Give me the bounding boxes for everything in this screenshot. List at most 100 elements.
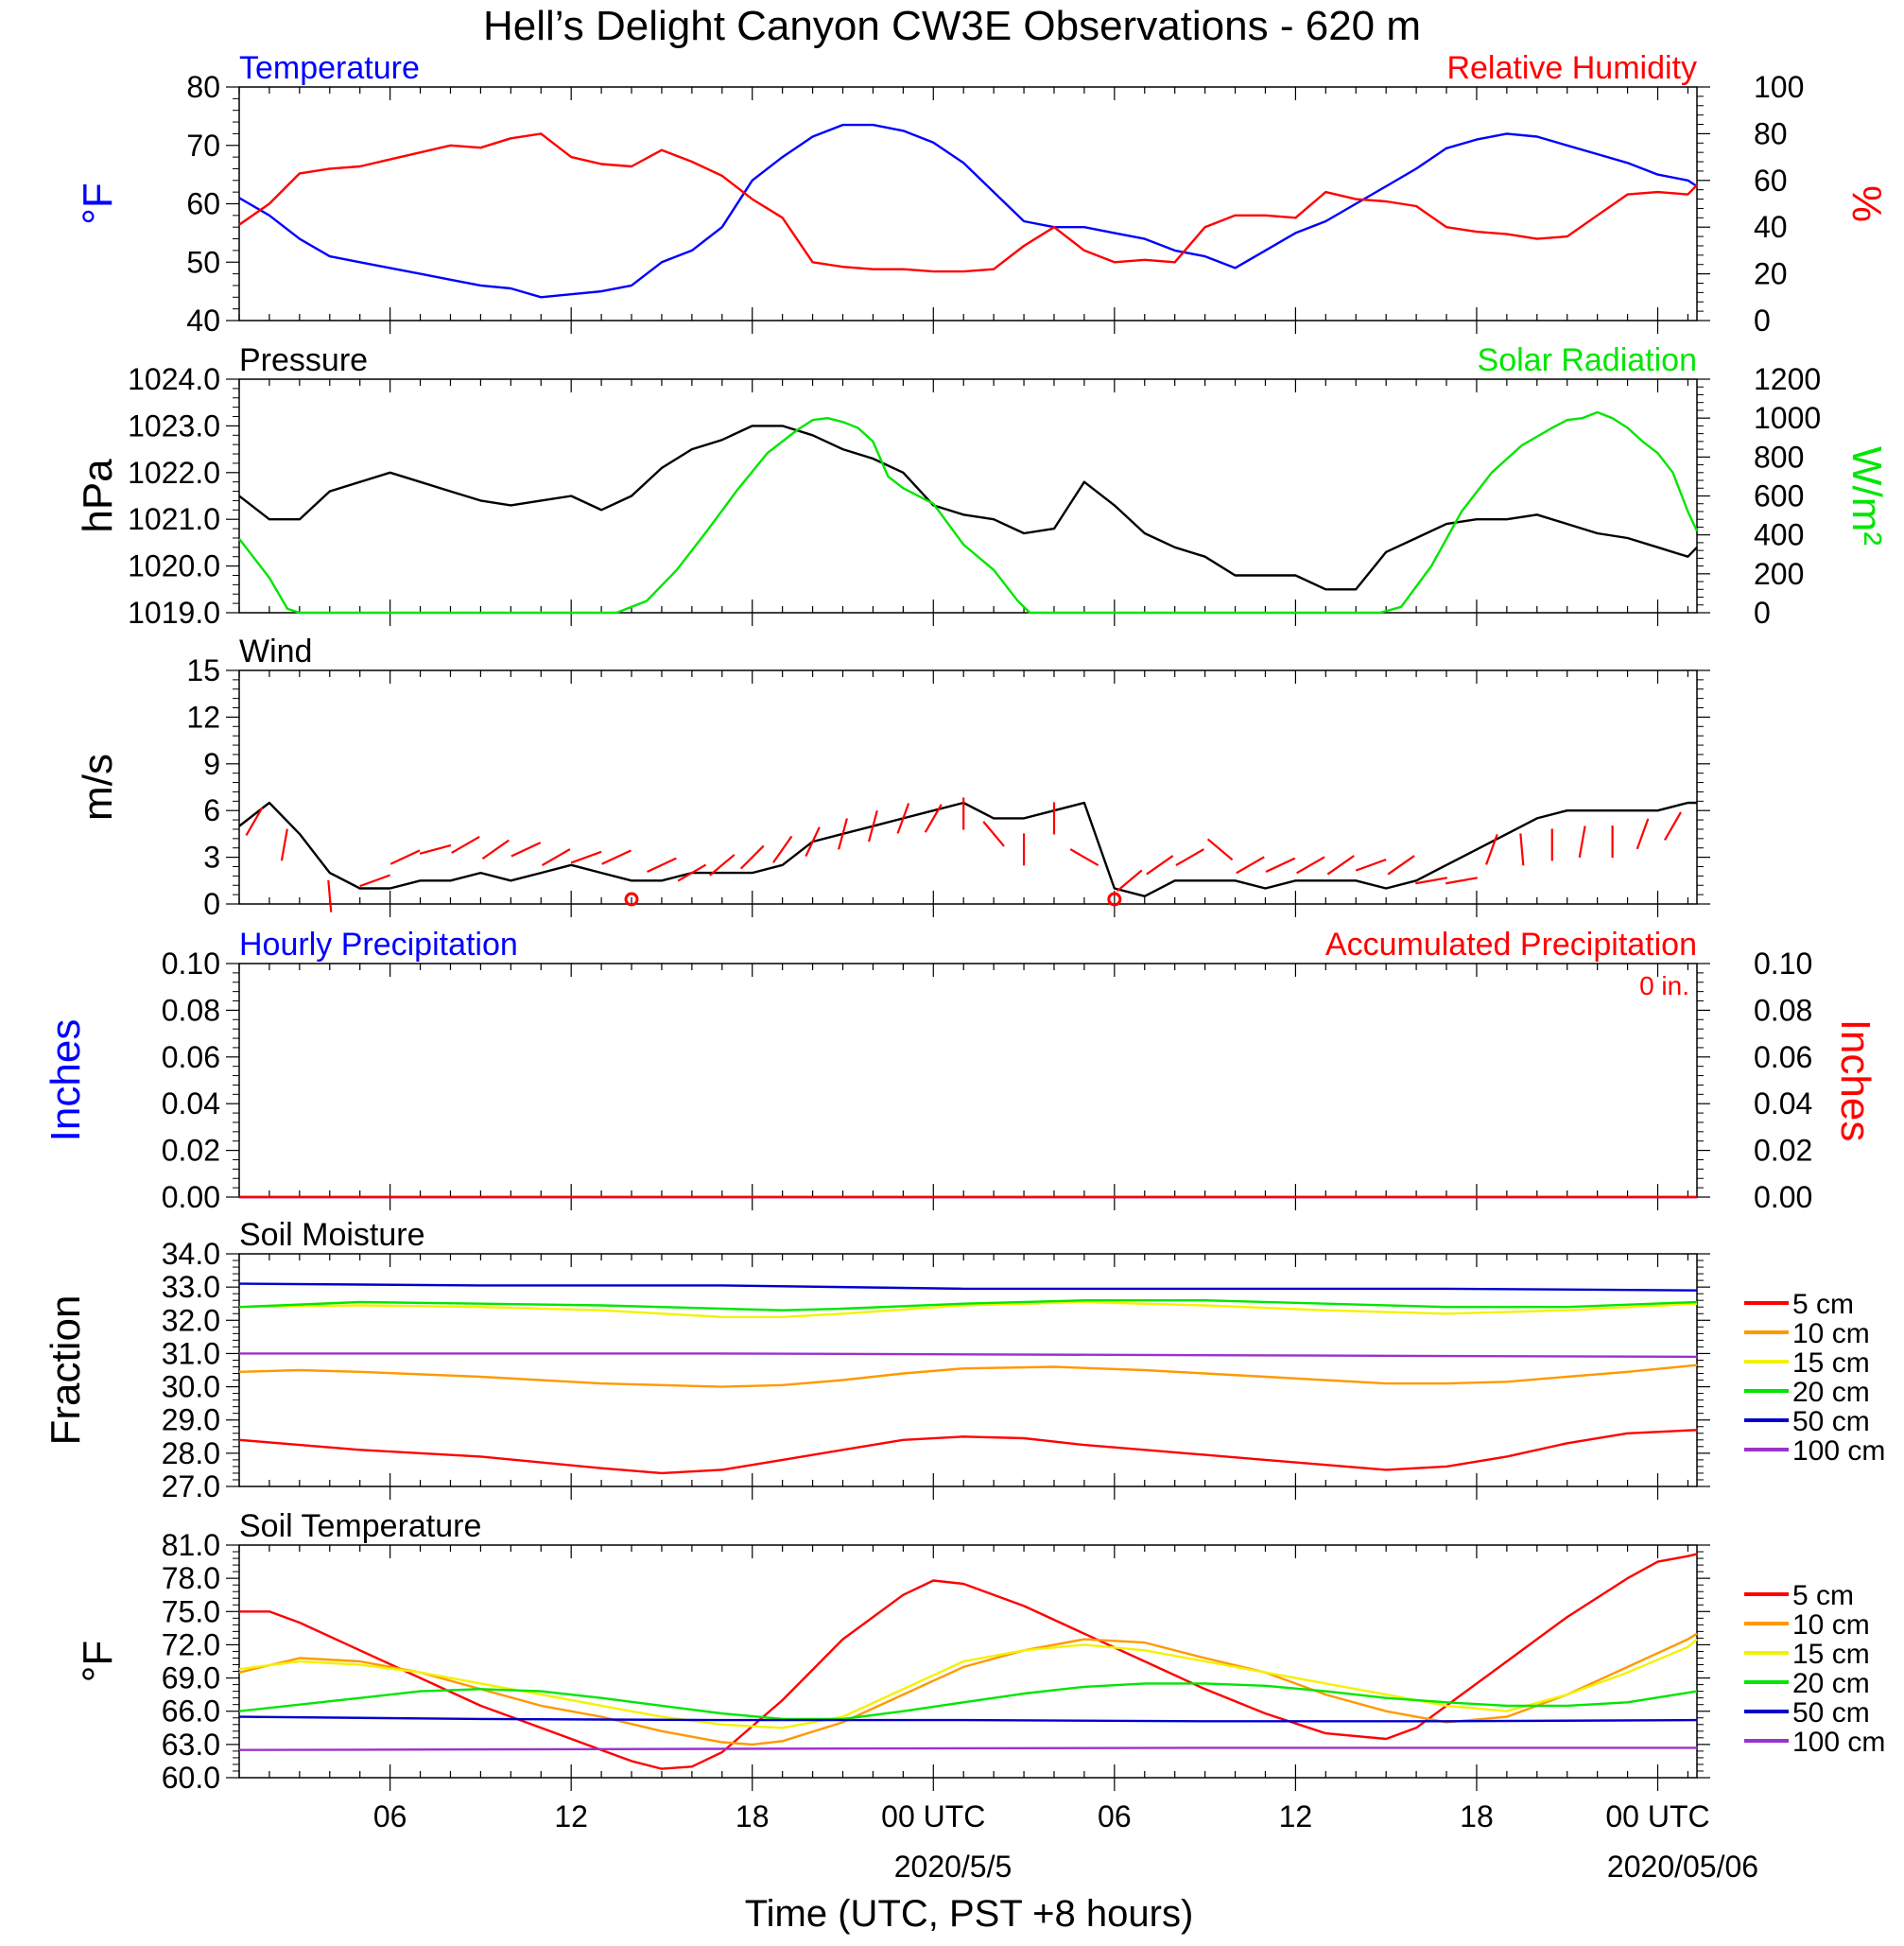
y-tick-label-left: 15 [186, 653, 220, 687]
wind-barb [245, 807, 264, 836]
wind-barb [1326, 855, 1355, 876]
legend-label: 20 cm [1792, 1668, 1870, 1699]
y-tick-label-left: 1022.0 [128, 456, 220, 490]
y-tick-label-left: 1020.0 [128, 549, 220, 583]
y-tick-label-left: 72.0 [162, 1627, 220, 1661]
wind-barb [570, 850, 602, 864]
series-line-20-cm [238, 1298, 1698, 1312]
series-line-100-cm [239, 1352, 1698, 1359]
y-tick-label-right: 800 [1754, 440, 1804, 474]
wind-barb [1175, 848, 1204, 867]
y-tick-label-right: 600 [1754, 479, 1804, 513]
y-tick-label-left: 69.0 [162, 1661, 220, 1695]
y-tick-label-left: 80 [186, 70, 220, 104]
y-tick-label-right: 1200 [1754, 362, 1821, 396]
series-line-50-cm [238, 1715, 1698, 1723]
y-tick-label-left: 66.0 [162, 1694, 220, 1729]
y-tick-label-left: 63.0 [162, 1728, 220, 1762]
y-tick-label-left: 0.06 [162, 1040, 220, 1074]
series-line-5-cm [239, 1553, 1698, 1770]
y-tick-label-left: 70 [186, 129, 220, 163]
series-line-temperature [238, 123, 1698, 299]
y-tick-label-right: 60 [1754, 164, 1788, 198]
wind-barb [1206, 838, 1234, 861]
panel-title-left: Soil Moisture [239, 1217, 425, 1253]
y-axis-label-right: % [1843, 185, 1890, 222]
plot-frame [238, 963, 1698, 1198]
x-tick-label: 00 UTC [1605, 1799, 1709, 1833]
wind-barb [1146, 855, 1174, 876]
panel-title-right: Solar Radiation [1478, 342, 1697, 378]
wind-barb [867, 809, 878, 843]
wind-barb [772, 835, 793, 863]
y-tick-label-left: 0.08 [162, 993, 220, 1027]
wind-barb [1664, 811, 1682, 841]
y-tick-label-right: 100 [1754, 70, 1804, 104]
wind-barb [896, 803, 910, 834]
x-tick-label: 00 UTC [881, 1799, 985, 1833]
series-line-solar-radiation [238, 410, 1699, 615]
panel-wind: 0 3 6 9 12 15 Wind m/s [75, 634, 1710, 921]
x-tick-label: 12 [1279, 1799, 1313, 1833]
date-label-1: 2020/5/5 [894, 1850, 1013, 1884]
wind-barb [359, 874, 391, 888]
wind-barb [389, 849, 421, 865]
y-axis-label-left: Inches [43, 1019, 89, 1142]
wind-barb [1355, 858, 1387, 872]
y-axis-label-left: hPa [75, 459, 121, 533]
wind-barb [1116, 869, 1143, 893]
series-line-10-cm [238, 1632, 1698, 1746]
y-axis-label-left: °F [75, 1641, 121, 1682]
y-tick-label-left: 81.0 [162, 1528, 220, 1562]
series-line-15-cm [238, 1300, 1698, 1319]
panel-title-right: Accumulated Precipitation [1325, 927, 1697, 963]
legend-label: 15 cm [1792, 1639, 1870, 1670]
y-tick-label-left: 78.0 [162, 1561, 220, 1595]
series-line-relative-humidity [238, 132, 1698, 273]
legend-label: 100 cm [1792, 1435, 1885, 1467]
y-tick-label-left: 0.10 [162, 947, 220, 981]
x-axis-label: Time (UTC, PST +8 hours) [745, 1893, 1194, 1935]
legend-label: 50 cm [1792, 1697, 1870, 1729]
series-line-wind-speed [238, 801, 1697, 897]
y-tick-label-left: 0.04 [162, 1086, 220, 1121]
plot-frame [238, 1544, 1698, 1779]
wind-barb [1519, 833, 1525, 866]
y-axis-label-left: m/s [75, 754, 121, 821]
y-tick-label-left: 28.0 [162, 1436, 220, 1470]
x-tick-label: 06 [373, 1799, 407, 1833]
panel-soil_moisture: 27.028.029.030.031.032.033.034.0 Soil Moi… [43, 1217, 1885, 1503]
series-line-pressure [238, 425, 1698, 591]
y-axis-label-right: W/m² [1843, 446, 1890, 546]
y-tick-label-left: 3 [203, 841, 220, 875]
y-tick-label-left: 60 [186, 187, 220, 221]
y-tick-label-left: 1021.0 [128, 502, 220, 536]
wind-barb [419, 843, 452, 855]
y-tick-label-left: 27.0 [162, 1469, 220, 1503]
wind-barb [481, 839, 510, 860]
legend-label: 5 cm [1792, 1580, 1854, 1611]
legend-label: 10 cm [1792, 1318, 1870, 1349]
y-tick-label-right: 200 [1754, 557, 1804, 591]
legend-label: 15 cm [1792, 1347, 1870, 1379]
wind-barb [1415, 877, 1447, 885]
x-tick-label: 18 [736, 1799, 770, 1833]
wind-barb [601, 849, 632, 865]
y-tick-label-left: 50 [186, 245, 220, 279]
series-line-100-cm [238, 1746, 1697, 1751]
y-tick-label-left: 30.0 [162, 1370, 220, 1404]
plot-frame [238, 378, 1698, 614]
wind-barb [1236, 856, 1265, 875]
series-line-10-cm [238, 1364, 1698, 1388]
figure-title: Hell’s Delight Canyon CW3E Observations … [483, 3, 1421, 49]
calm-wind-marker [624, 892, 639, 907]
y-tick-label-left: 75.0 [162, 1594, 220, 1628]
legend-label: 10 cm [1792, 1609, 1870, 1641]
y-axis-label-left: °F [75, 182, 121, 224]
wind-barb [924, 804, 943, 833]
y-tick-label-left: 6 [203, 793, 220, 827]
plot-frame [238, 86, 1698, 321]
y-tick-label-right: 20 [1754, 257, 1788, 291]
